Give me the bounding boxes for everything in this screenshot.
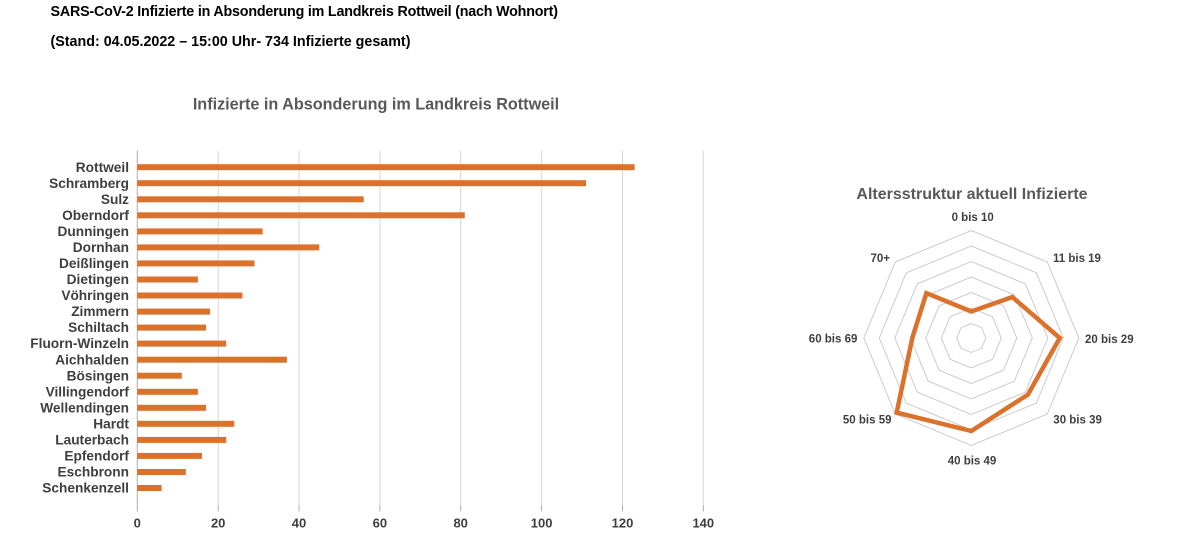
svg-text:Dornhan: Dornhan [73, 240, 129, 255]
svg-text:20 bis 29: 20 bis 29 [1085, 334, 1134, 346]
svg-text:Hardt: Hardt [93, 416, 129, 431]
svg-text:Schiltach: Schiltach [68, 320, 129, 335]
svg-text:Epfendorf: Epfendorf [64, 449, 129, 464]
svg-text:0: 0 [134, 516, 141, 531]
svg-text:Dietingen: Dietingen [67, 272, 129, 287]
svg-text:Wellendingen: Wellendingen [40, 400, 129, 415]
svg-text:120: 120 [612, 516, 634, 531]
svg-text:40 bis 49: 40 bis 49 [948, 456, 997, 468]
svg-text:Lauterbach: Lauterbach [55, 433, 129, 448]
svg-text:Dunningen: Dunningen [58, 224, 129, 239]
svg-text:60: 60 [373, 516, 387, 531]
svg-text:140: 140 [692, 516, 714, 531]
svg-text:20: 20 [211, 516, 225, 531]
svg-text:50 bis 59: 50 bis 59 [843, 415, 892, 427]
svg-text:80: 80 [453, 516, 467, 531]
svg-text:Deißlingen: Deißlingen [59, 256, 129, 271]
svg-text:Infizierte in Absonderung im L: Infizierte in Absonderung im Landkreis R… [193, 96, 559, 114]
svg-text:Schenkenzell: Schenkenzell [42, 481, 129, 496]
svg-text:SARS-CoV-2 Infizierte in Abson: SARS-CoV-2 Infizierte in Absonderung im … [51, 4, 559, 20]
svg-text:Schramberg: Schramberg [49, 176, 129, 191]
svg-text:Altersstruktur aktuell Infizie: Altersstruktur aktuell Infizierte [856, 186, 1087, 203]
svg-text:70+: 70+ [870, 253, 890, 265]
svg-text:11 bis 19: 11 bis 19 [1053, 253, 1101, 265]
svg-text:0 bis 10: 0 bis 10 [952, 212, 994, 224]
svg-text:Sulz: Sulz [101, 192, 129, 207]
svg-text:Oberndorf: Oberndorf [62, 208, 129, 223]
svg-text:Zimmern: Zimmern [71, 304, 129, 319]
svg-text:60 bis 69: 60 bis 69 [809, 334, 858, 346]
svg-text:(Stand: 04.05.2022 – 15:00 Uhr: (Stand: 04.05.2022 – 15:00 Uhr- 734 Infi… [51, 34, 411, 50]
svg-text:Rottweil: Rottweil [76, 160, 129, 175]
svg-text:Vöhringen: Vöhringen [61, 288, 129, 303]
svg-text:Eschbronn: Eschbronn [58, 465, 130, 480]
svg-text:40: 40 [292, 516, 306, 531]
svg-text:30 bis 39: 30 bis 39 [1053, 415, 1102, 427]
svg-text:Aichhalden: Aichhalden [55, 352, 129, 367]
svg-text:Fluorn-Winzeln: Fluorn-Winzeln [30, 336, 129, 351]
svg-text:100: 100 [531, 516, 553, 531]
svg-text:Villingendorf: Villingendorf [46, 384, 130, 399]
svg-text:Bösingen: Bösingen [67, 368, 129, 383]
